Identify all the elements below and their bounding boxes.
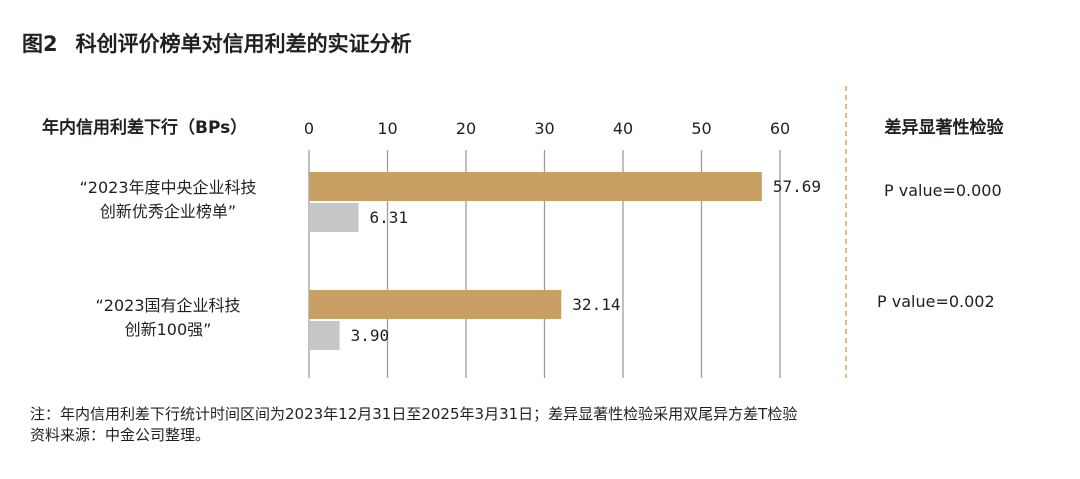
p-value-2: P value=0.002 bbox=[877, 292, 995, 311]
bar-series2-category1 bbox=[309, 203, 359, 232]
chart-text: 0 10 20 30 40 50 60 年内信用利差下行（BPs） “2023年度中央企业科技创… bbox=[42, 117, 1004, 345]
data-label-series1-category2: 32.14 bbox=[572, 295, 620, 314]
x-tick-label-0: 0 bbox=[304, 119, 314, 138]
x-tick-label-20: 20 bbox=[456, 119, 476, 138]
p-value-1: P value=0.000 bbox=[884, 181, 1002, 200]
category-label-2-line-2: 创新100强” bbox=[125, 320, 212, 339]
figure-number: 图2 bbox=[22, 32, 58, 56]
data-label-series2-category2: 3.90 bbox=[351, 326, 390, 345]
figure-title-text: 科创评价榜单对信用利差的实证分析 bbox=[75, 32, 412, 56]
x-tick-label-40: 40 bbox=[613, 119, 633, 138]
footnote: 注：年内信用利差下行统计时间区间为2023年12月31日至2025年3月31日；… bbox=[30, 404, 797, 446]
significance-title: 差异显著性检验 bbox=[885, 117, 1005, 138]
source-line: 资料来源：中金公司整理。 bbox=[30, 426, 211, 444]
footnote-line-1: 注：年内信用利差下行统计时间区间为2023年12月31日至2025年3月31日；… bbox=[30, 405, 798, 423]
bar-series1-category1 bbox=[309, 172, 762, 201]
category-label-1-line-2: 创新优秀企业榜单” bbox=[100, 202, 236, 221]
x-tick-label-10: 10 bbox=[377, 119, 397, 138]
data-label-series2-category1: 6.31 bbox=[370, 208, 409, 227]
category-label-2-line-1: “2023国有企业科技 bbox=[95, 296, 240, 315]
x-tick-label-30: 30 bbox=[534, 119, 554, 138]
x-tick-label-60: 60 bbox=[770, 119, 790, 138]
bar-series2-category2 bbox=[309, 321, 340, 350]
data-label-series1-category1: 57.69 bbox=[773, 177, 821, 196]
x-tick-label-50: 50 bbox=[691, 119, 711, 138]
axis-title: 年内信用利差下行（BPs） bbox=[42, 117, 247, 138]
bars bbox=[309, 172, 762, 350]
figure-title: 图2 科创评价榜单对信用利差的实证分析 bbox=[22, 28, 412, 58]
category-label-1-line-1: “2023年度中央企业科技 bbox=[79, 178, 256, 197]
bar-series1-category2 bbox=[309, 290, 562, 319]
